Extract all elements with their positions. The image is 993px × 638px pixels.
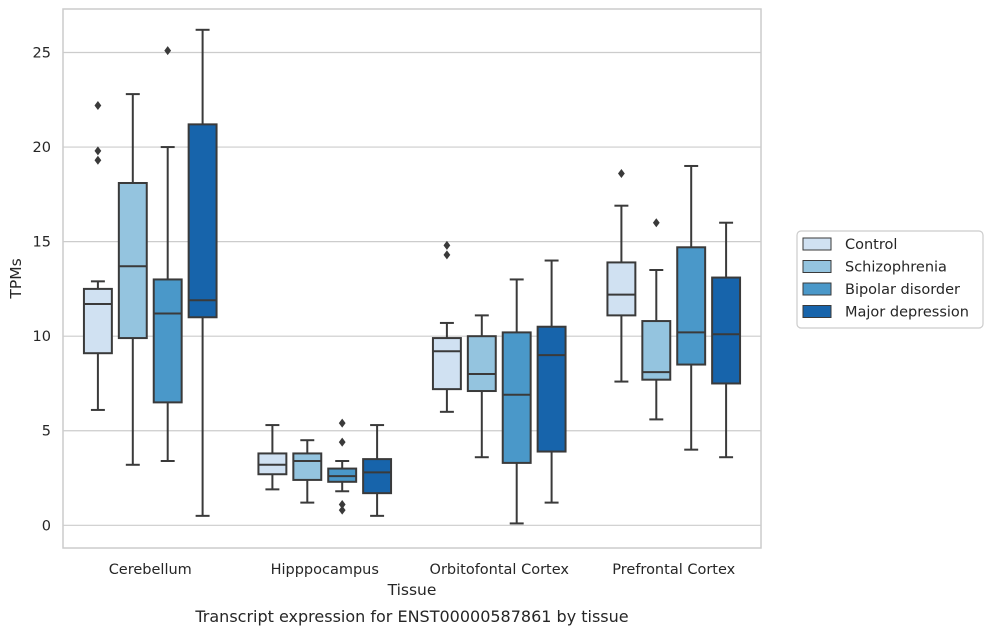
box-3-1 [641, 218, 672, 421]
box-0-3 [187, 28, 218, 517]
y-tick-label: 10 [33, 329, 51, 345]
outlier-point [94, 146, 102, 156]
box-iqr [187, 123, 218, 319]
outlier-point [164, 46, 172, 56]
box-3-2 [676, 164, 707, 451]
outlier-point [652, 218, 660, 228]
box-iqr [82, 287, 113, 355]
box-iqr [501, 331, 532, 464]
outlier-point [338, 505, 346, 515]
box-iqr [606, 261, 637, 317]
legend-label: Major depression [845, 305, 969, 321]
box-2-3 [536, 259, 567, 504]
box-iqr [676, 246, 707, 366]
legend-label: Bipolar disorder [845, 282, 960, 298]
boxes [82, 28, 742, 525]
outlier-point [618, 169, 625, 179]
box-1-1 [292, 439, 323, 504]
legend: Control Schizophrenia Bipolar disorder Majo… [796, 230, 984, 329]
y-tick-labels: 0 5 10 15 20 25 [33, 45, 51, 534]
outlier-point [94, 155, 102, 165]
y-tick-label: 15 [33, 235, 51, 251]
box-0-1 [117, 93, 148, 466]
box-iqr [292, 452, 323, 481]
legend-swatch [802, 305, 832, 318]
x-tick-label: Cerebellum [109, 562, 192, 578]
outlier-point [338, 437, 346, 447]
y-axis-label: TPMs [7, 258, 25, 299]
legend-frame [796, 230, 984, 329]
box-iqr [536, 325, 567, 453]
box-3-0 [606, 169, 637, 383]
y-tick-label: 0 [42, 518, 51, 534]
x-axis-label: Tissue [387, 581, 437, 599]
box-iqr [152, 278, 183, 404]
y-tick-label: 20 [33, 140, 51, 156]
outlier-point [338, 418, 346, 428]
legend-label: Schizophrenia [845, 260, 947, 276]
box-1-2 [327, 418, 358, 515]
box-iqr [466, 335, 497, 393]
box-0-0 [82, 100, 113, 411]
chart-caption: Transcript expression for ENST0000058786… [194, 607, 628, 626]
y-tick-label: 5 [42, 424, 51, 440]
legend-swatch [802, 282, 832, 296]
box-iqr [362, 458, 393, 495]
y-tick-label: 25 [33, 45, 51, 61]
plot-frame [62, 8, 762, 549]
outlier-point [94, 100, 102, 110]
box-1-3 [362, 424, 393, 517]
outlier-point [443, 240, 451, 250]
x-tick-label: Orbitofontal Cortex [430, 562, 570, 578]
legend-swatch [802, 260, 832, 273]
x-tick-label: Prefrontal Cortex [612, 562, 735, 578]
outlier-point [338, 500, 346, 510]
box-iqr [641, 320, 672, 381]
legend-label: Control [845, 237, 897, 253]
legend-swatch [802, 237, 832, 251]
x-tick-labels: Cerebellum Hipppocampus Orbitofontal Corte… [109, 562, 736, 578]
box-1-0 [257, 424, 288, 491]
box-2-2 [501, 278, 532, 525]
box-3-3 [711, 221, 742, 459]
box-iqr [431, 337, 462, 391]
box-2-0 [431, 240, 462, 413]
box-2-1 [466, 314, 497, 459]
x-tick-label: Hipppocampus [271, 562, 379, 578]
box-0-2 [152, 46, 183, 463]
box-iqr [711, 276, 742, 385]
outlier-point [443, 250, 451, 260]
box-iqr [117, 181, 148, 340]
